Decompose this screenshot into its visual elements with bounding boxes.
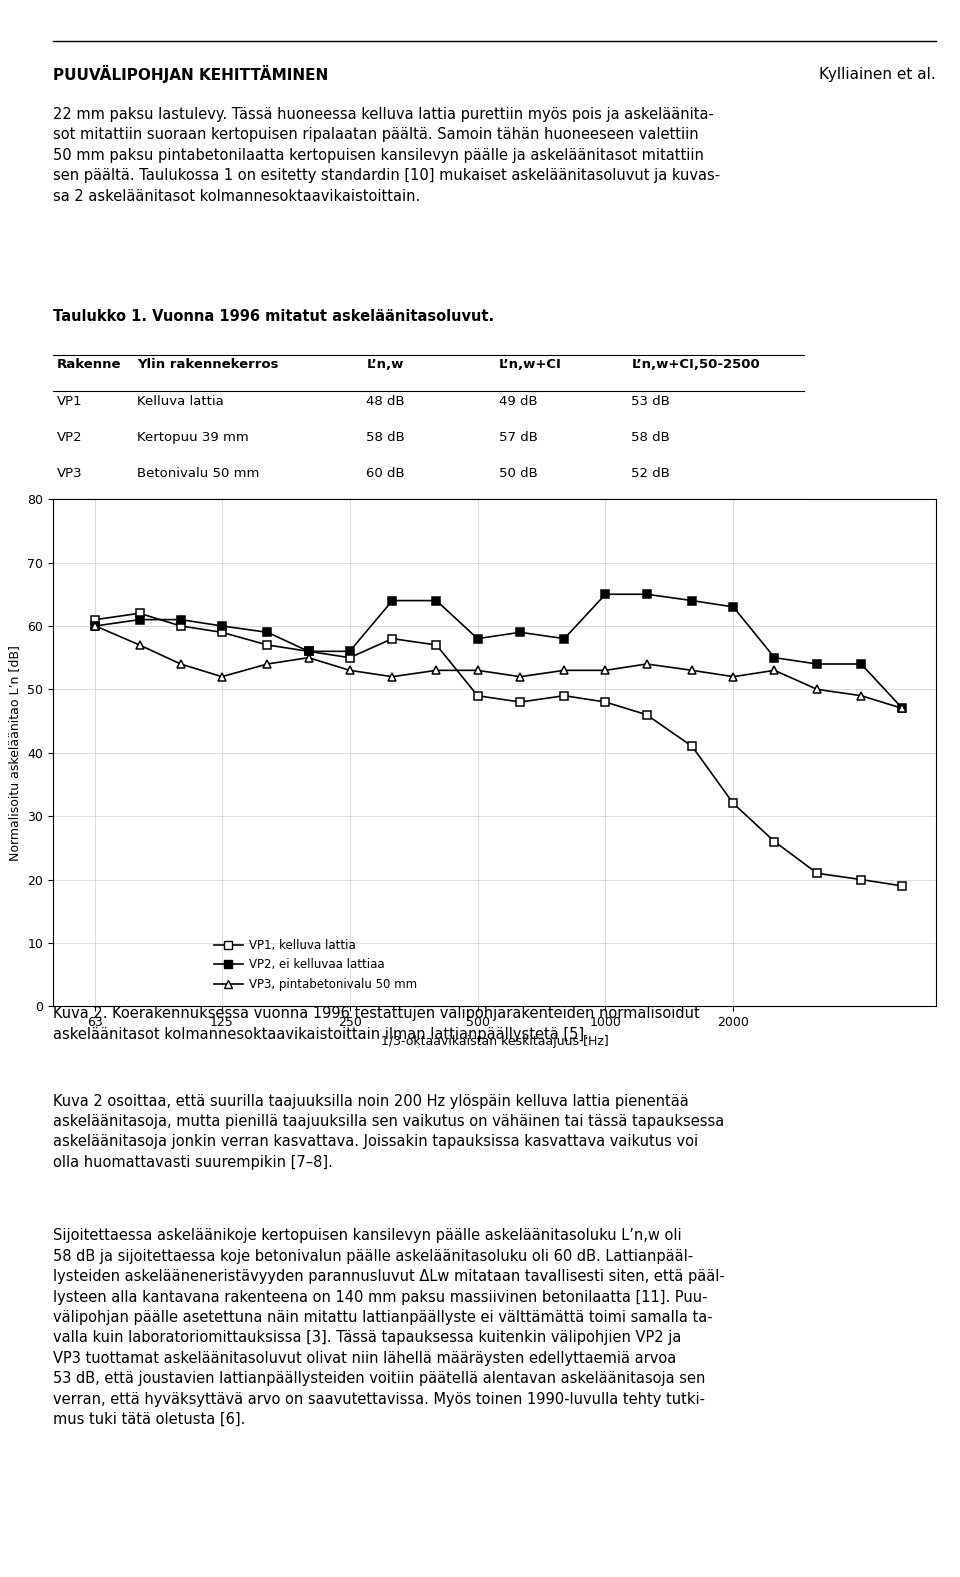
- Text: Ylin rakennekerros: Ylin rakennekerros: [136, 358, 278, 371]
- Text: 50 dB: 50 dB: [499, 467, 538, 479]
- Text: Taulukko 1. Vuonna 1996 mitatut askeläänitasoluvut.: Taulukko 1. Vuonna 1996 mitatut askelään…: [53, 309, 494, 323]
- Text: Sijoitettaessa askeläänikoje kertopuisen kansilevyn päälle askeläänitasoluku L’n: Sijoitettaessa askeläänikoje kertopuisen…: [53, 1228, 725, 1427]
- X-axis label: 1/3-oktaavikaistan keskitaajuus [Hz]: 1/3-oktaavikaistan keskitaajuus [Hz]: [380, 1035, 609, 1047]
- Text: L’n,w: L’n,w: [367, 358, 404, 371]
- Text: Betonivalu 50 mm: Betonivalu 50 mm: [136, 467, 259, 479]
- Text: Kertopuu 39 mm: Kertopuu 39 mm: [136, 431, 249, 443]
- Y-axis label: Normalisoitu askeläänitao L’n [dB]: Normalisoitu askeläänitao L’n [dB]: [9, 645, 21, 861]
- Text: 52 dB: 52 dB: [632, 467, 670, 479]
- Text: 58 dB: 58 dB: [632, 431, 670, 443]
- Text: VP2: VP2: [58, 431, 83, 443]
- Text: 53 dB: 53 dB: [632, 394, 670, 407]
- Text: 60 dB: 60 dB: [367, 467, 405, 479]
- Text: Rakenne: Rakenne: [58, 358, 122, 371]
- Text: L’n,w+CI,50-2500: L’n,w+CI,50-2500: [632, 358, 760, 371]
- Text: Kelluva lattia: Kelluva lattia: [136, 394, 224, 407]
- Text: VP3: VP3: [58, 467, 83, 479]
- Text: VP1: VP1: [58, 394, 83, 407]
- Text: 58 dB: 58 dB: [367, 431, 405, 443]
- Text: Kuva 2 osoittaa, että suurilla taajuuksilla noin 200 Hz ylöspäin kelluva lattia : Kuva 2 osoittaa, että suurilla taajuuksi…: [53, 1093, 724, 1170]
- Text: 57 dB: 57 dB: [499, 431, 538, 443]
- Text: L’n,w+CI: L’n,w+CI: [499, 358, 562, 371]
- Text: Kuva 2. Koerakennuksessa vuonna 1996 testattujen välipohjarakenteiden normalisoi: Kuva 2. Koerakennuksessa vuonna 1996 tes…: [53, 1006, 700, 1042]
- Text: 22 mm paksu lastulevy. Tässä huoneessa kelluva lattia purettiin myös pois ja ask: 22 mm paksu lastulevy. Tässä huoneessa k…: [53, 107, 720, 203]
- Legend: VP1, kelluva lattia, VP2, ei kelluvaa lattiaa, VP3, pintabetonivalu 50 mm: VP1, kelluva lattia, VP2, ei kelluvaa la…: [209, 934, 421, 995]
- Text: Kylliainen et al.: Kylliainen et al.: [819, 66, 936, 82]
- Text: 48 dB: 48 dB: [367, 394, 405, 407]
- Text: 49 dB: 49 dB: [499, 394, 538, 407]
- Text: PUUVÄLIPOHJAN KEHITTÄMINEN: PUUVÄLIPOHJAN KEHITTÄMINEN: [53, 65, 328, 84]
